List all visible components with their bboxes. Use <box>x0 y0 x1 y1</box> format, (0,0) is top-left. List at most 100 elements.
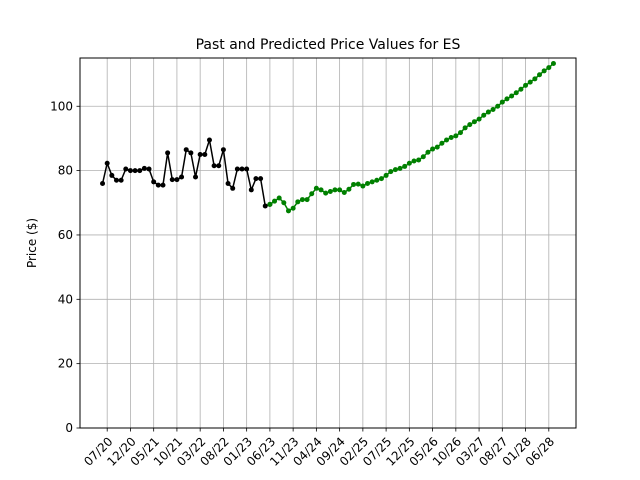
series-1-point <box>211 163 217 169</box>
series-2-point <box>299 197 305 203</box>
series-1-point <box>109 172 115 178</box>
chart-title: Past and Predicted Price Values for ES <box>196 37 461 53</box>
series-2-point <box>290 205 296 211</box>
series-1-point <box>151 179 157 185</box>
grid-lines <box>80 58 576 429</box>
series-1-point <box>165 150 171 156</box>
series-1-point <box>137 168 143 174</box>
y-tick-label: 100 <box>50 99 73 113</box>
series-2-point <box>471 119 477 125</box>
series-2-point <box>285 208 291 214</box>
series-2-point <box>504 96 510 102</box>
series-2-point <box>485 109 491 115</box>
series-2-point <box>378 176 384 182</box>
series-2-point <box>532 76 538 82</box>
series-2-point <box>476 116 482 122</box>
series-1-point <box>234 166 240 172</box>
series-2-point <box>509 93 515 99</box>
series-2-point <box>406 160 412 166</box>
series-1-point <box>174 177 180 183</box>
series-2-point <box>523 82 529 88</box>
series-2-point <box>383 172 389 178</box>
series-2-point <box>304 197 310 203</box>
y-tick-label: 60 <box>58 228 73 242</box>
y-axis-ticks: 0 20 40 60 80 100 <box>50 99 80 435</box>
series-1-point <box>225 180 231 186</box>
series-2-point <box>527 79 533 85</box>
series-2-point <box>434 144 440 150</box>
series-2-point <box>397 165 403 171</box>
series-1-point <box>118 177 124 183</box>
series-2-point <box>546 65 552 71</box>
series-2-point <box>481 112 487 118</box>
series-1-point <box>202 152 208 158</box>
series-1-point <box>244 166 250 172</box>
series-2-point <box>425 149 431 155</box>
y-tick-label: 0 <box>65 421 73 435</box>
y-tick-label: 20 <box>58 357 73 371</box>
series-1-point <box>132 168 138 174</box>
series-2-point <box>360 183 366 189</box>
series-2-point <box>276 195 282 201</box>
series-2-point <box>420 154 426 160</box>
series-2-point <box>374 177 380 183</box>
series-2-point <box>541 68 547 74</box>
series-2-point <box>467 122 473 128</box>
series-1-point <box>100 180 106 186</box>
series-1-point <box>239 166 245 172</box>
series-2-point <box>355 181 361 187</box>
series-2-point <box>365 180 371 186</box>
series-2-point <box>499 99 505 105</box>
series-1-point <box>248 187 254 193</box>
series-2-point <box>444 137 450 143</box>
series-1-point <box>179 174 185 180</box>
series-2-point <box>337 187 343 193</box>
series-1-point <box>155 182 161 188</box>
series-1-point <box>206 137 212 143</box>
series-2-point <box>462 125 468 131</box>
series-2-point <box>550 60 556 66</box>
series-2-point <box>513 90 519 96</box>
series-2-point <box>351 181 357 187</box>
series-2-point <box>313 185 319 191</box>
series-2-point <box>392 167 398 173</box>
series-2-point <box>341 189 347 195</box>
series-2-point <box>323 190 329 196</box>
series-2-point <box>327 189 333 195</box>
series-2-point <box>495 103 501 109</box>
series-2-point <box>369 179 375 185</box>
series-2-point <box>416 157 422 163</box>
series-1-point <box>188 150 194 156</box>
series-2-point <box>318 187 324 193</box>
series-2-point <box>281 200 287 206</box>
series-1-point <box>127 168 133 174</box>
series-2-point <box>295 199 301 205</box>
plot-area-frame <box>79 57 577 429</box>
series-1-point <box>220 147 226 153</box>
series-2-point <box>453 133 459 139</box>
series-2-point <box>448 134 454 140</box>
series-2-point <box>388 169 394 175</box>
y-tick-label: 80 <box>58 164 73 178</box>
series-2-point <box>267 201 273 207</box>
series-1-point <box>146 166 152 172</box>
series-1-point <box>193 174 199 180</box>
series-2-point <box>490 106 496 112</box>
series-2-point <box>439 140 445 146</box>
series-2-point <box>457 130 463 136</box>
series-2-point <box>430 146 436 152</box>
series-1-point <box>113 177 119 183</box>
x-axis-ticks: 07/2012/2005/2110/2103/2208/2201/2306/23… <box>81 428 557 469</box>
series-1-point <box>216 163 222 169</box>
series-1-point <box>123 166 129 172</box>
series-1-point <box>262 203 268 209</box>
series-1-point <box>197 152 203 158</box>
series-1-point <box>169 177 175 183</box>
series-2-point <box>309 191 315 197</box>
series-1-point <box>183 147 189 153</box>
series-group <box>100 60 556 214</box>
series-1-point <box>104 160 110 166</box>
series-1-point <box>230 185 236 191</box>
series-2-point <box>411 158 417 164</box>
